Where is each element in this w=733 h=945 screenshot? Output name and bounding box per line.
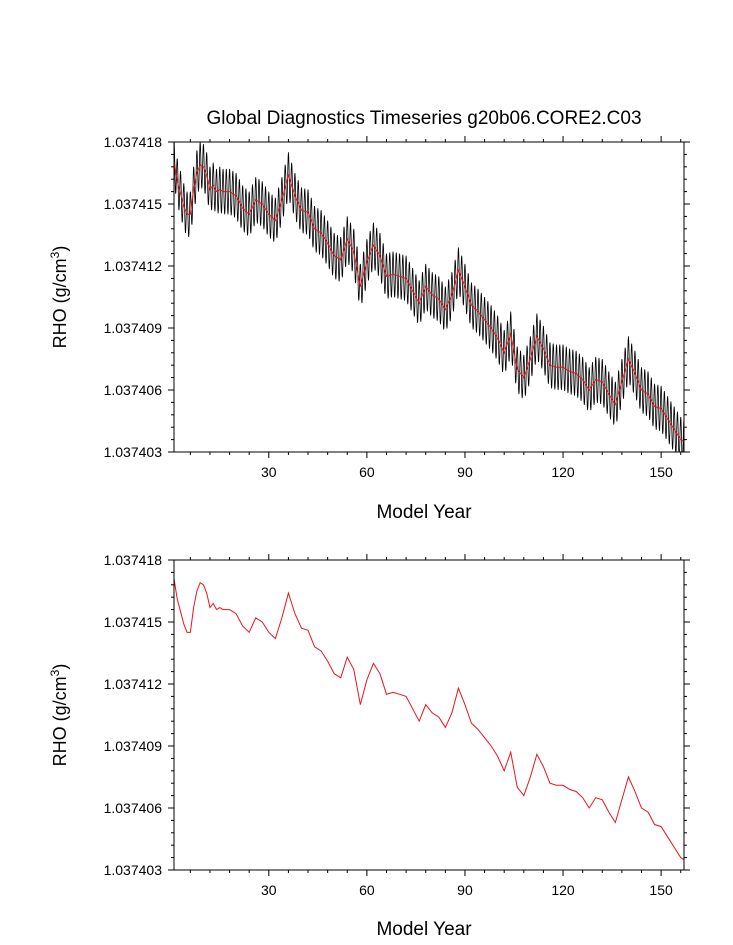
x-tick-label: 60: [359, 464, 375, 480]
bottom-chart-y-axis-label-sup: 3: [48, 669, 62, 676]
x-tick-label: 30: [261, 464, 277, 480]
y-tick-label: 1.037403: [104, 444, 163, 460]
y-tick-label: 1.037412: [104, 258, 163, 274]
y-tick-label: 1.037418: [104, 552, 163, 568]
x-tick-label: 120: [551, 882, 575, 898]
bottom-chart-x-tick-labels: 30 60 90 120 150: [261, 882, 673, 898]
x-tick-label: 30: [261, 882, 277, 898]
bottom-chart-x-axis-label: Model Year: [376, 919, 472, 940]
top-chart: 1.037403 1.037406 1.037409 1.037412 1.037415…: [48, 134, 690, 523]
y-tick-label: 1.037415: [104, 614, 163, 630]
top-chart-series: [173, 141, 685, 453]
y-tick-label: 1.037406: [104, 800, 163, 816]
y-tick-label: 1.037403: [104, 862, 163, 878]
top-chart-y-tick-labels: 1.037403 1.037406 1.037409 1.037412 1.037415…: [104, 134, 163, 460]
y-tick-label: 1.037415: [104, 196, 163, 212]
bottom-chart: 1.037403 1.037406 1.037409 1.037412 1.037415…: [48, 552, 690, 940]
x-tick-label: 150: [649, 882, 673, 898]
x-tick-label: 90: [457, 464, 473, 480]
y-tick-label: 1.037409: [104, 320, 163, 336]
x-tick-label: 150: [649, 464, 673, 480]
bottom-chart-ticks: [168, 554, 690, 876]
x-tick-label: 120: [551, 464, 575, 480]
bottom-chart-series: [173, 578, 685, 861]
top-chart-y-axis-label: RHO (g/cm3): [48, 246, 70, 349]
top-chart-frame: [173, 141, 685, 453]
top-chart-ticks: [168, 136, 690, 458]
bottom-chart-y-tick-labels: 1.037403 1.037406 1.037409 1.037412 1.037415…: [104, 552, 163, 878]
y-tick-label: 1.037409: [104, 738, 163, 754]
bottom-chart-frame: [173, 559, 685, 871]
bottom-chart-y-axis-label: RHO (g/cm3): [48, 664, 70, 767]
x-tick-label: 60: [359, 882, 375, 898]
top-chart-y-axis-label-sup: 3: [48, 251, 62, 258]
top-chart-y-axis-label-close: ): [50, 246, 70, 252]
y-tick-label: 1.037418: [104, 134, 163, 150]
monthly-series-line: [173, 141, 685, 453]
y-tick-label: 1.037412: [104, 676, 163, 692]
y-tick-label: 1.037406: [104, 382, 163, 398]
top-chart-x-tick-labels: 30 60 90 120 150: [261, 464, 673, 480]
top-chart-y-axis-label-main: RHO (g/cm: [50, 258, 70, 348]
annual-mean-series-line: [173, 160, 685, 443]
x-tick-label: 90: [457, 882, 473, 898]
bottom-chart-y-axis-label-main: RHO (g/cm: [50, 676, 70, 766]
bottom-chart-y-axis-label-close: ): [50, 664, 70, 670]
chart-title: Global Diagnostics Timeseries g20b06.COR…: [206, 108, 641, 129]
annual-mean-series-line: [173, 578, 685, 861]
top-chart-x-axis-label: Model Year: [376, 502, 472, 523]
